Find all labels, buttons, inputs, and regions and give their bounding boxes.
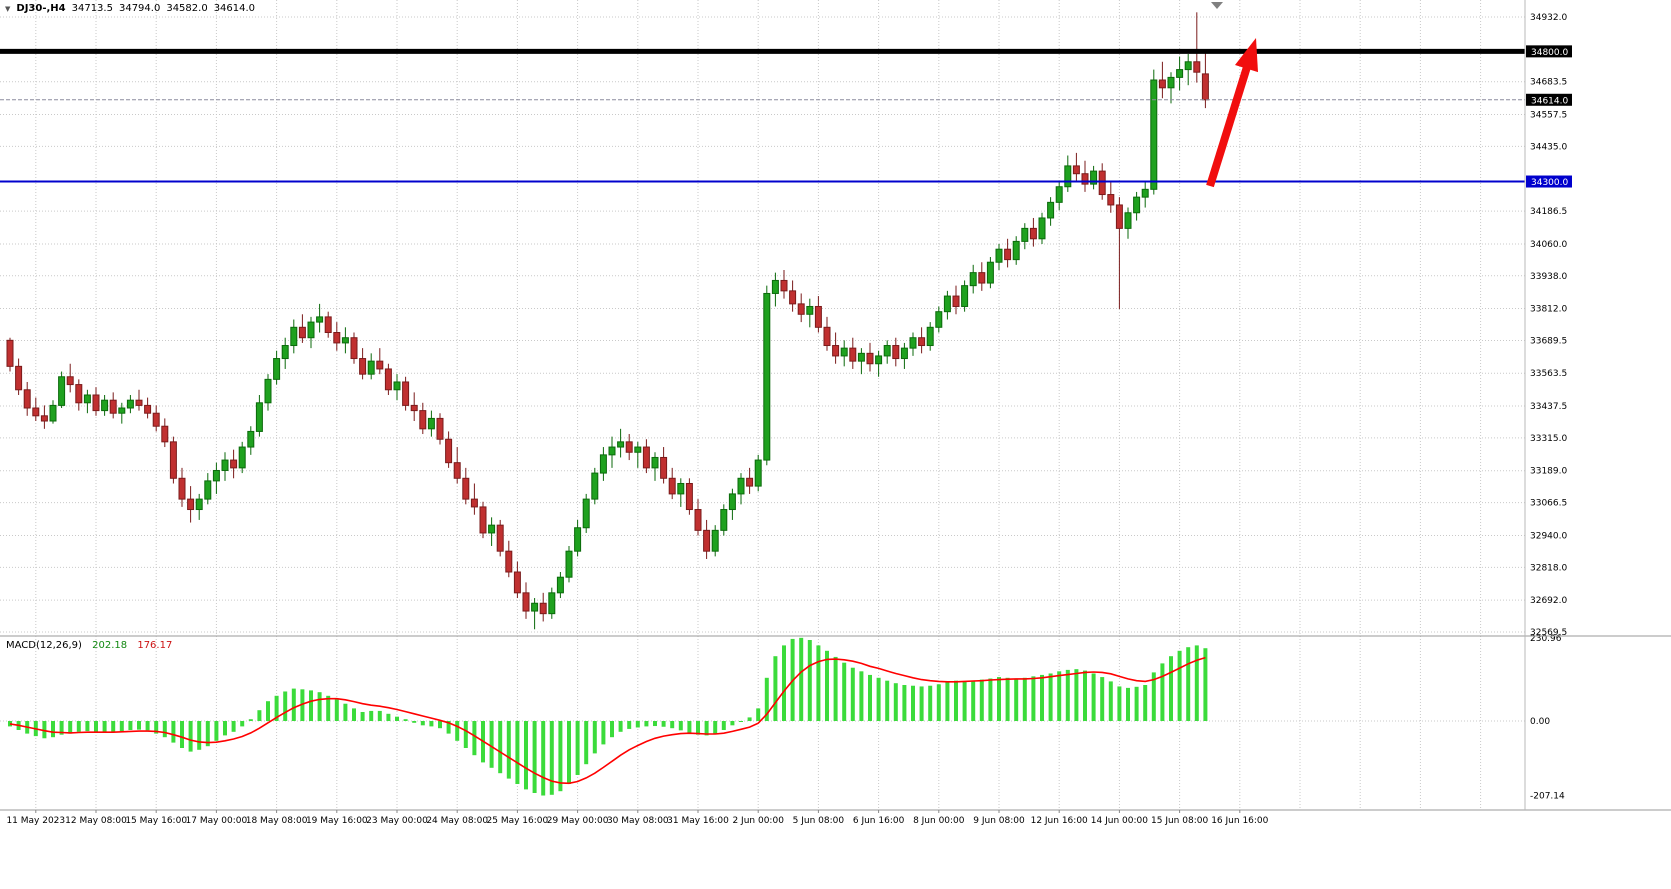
price-axis-label: 32692.0 <box>1530 596 1567 606</box>
price-axis-label: 34186.5 <box>1530 207 1567 217</box>
time-axis-label: 6 Jun 16:00 <box>853 816 905 826</box>
chart-menu-icon[interactable]: ▼ <box>5 4 11 13</box>
time-axis-label: 2 Jun 00:00 <box>732 816 784 826</box>
time-axis-label: 24 May 08:00 <box>426 816 488 826</box>
time-axis-label: 11 May 2023 <box>6 816 65 826</box>
macd-signal-line <box>9 656 1206 785</box>
price-axis-label: 33938.0 <box>1530 272 1567 282</box>
support-price-badge <box>1526 175 1572 188</box>
ohlc-header: ▼ DJ30-,H4 34713.5 34794.0 34582.0 34614… <box>5 3 255 14</box>
time-axis-label: 30 May 08:00 <box>607 816 669 826</box>
support-price-badge-text: 34300.0 <box>1531 178 1568 188</box>
price-axis-label: 33066.5 <box>1530 499 1567 509</box>
current-price-badge-text: 34614.0 <box>1531 96 1568 106</box>
price-axis-label: 34435.0 <box>1530 142 1567 152</box>
chart-shift-marker[interactable] <box>1211 2 1223 9</box>
price-axis-label: 32940.0 <box>1530 532 1567 542</box>
time-axis-label: 16 Jun 16:00 <box>1211 816 1268 826</box>
price-axis-label: 33315.0 <box>1530 434 1567 444</box>
macd-axis-label: 230.96 <box>1530 634 1562 644</box>
price-axis-label: 33689.5 <box>1530 336 1567 346</box>
price-axis-label: 33437.5 <box>1530 402 1567 412</box>
resistance-price-badge <box>1526 45 1572 58</box>
price-gridlines <box>0 16 1525 633</box>
time-axis-label: 5 Jun 08:00 <box>793 816 845 826</box>
time-axis-label: 12 Jun 16:00 <box>1031 816 1088 826</box>
current-price-badge <box>1526 93 1572 106</box>
price-axis-label: 34683.5 <box>1530 78 1567 88</box>
resistance-price-badge-text: 34800.0 <box>1531 48 1568 58</box>
macd-panel: 230.96 0.00 -207.14 <box>0 634 1565 802</box>
time-axis-label: 15 Jun 08:00 <box>1151 816 1208 826</box>
macd-main-value: 202.18 <box>92 640 128 651</box>
open-value: 34713.5 <box>71 3 113 14</box>
price-axis-label: 34932.0 <box>1530 13 1567 23</box>
price-scale[interactable]: 34932.0 34683.5 34557.5 34435.0 34186.5 34060… <box>1526 13 1572 638</box>
macd-signal-value: 176.17 <box>137 640 173 651</box>
time-axis-label: 25 May 16:00 <box>487 816 549 826</box>
price-axis-label: 34557.5 <box>1530 110 1567 120</box>
low-value: 34582.0 <box>166 3 208 14</box>
time-axis-label: 9 Jun 08:00 <box>973 816 1025 826</box>
time-axis-label: 17 May 00:00 <box>186 816 248 826</box>
price-axis-label: 33189.0 <box>1530 467 1567 477</box>
time-axis-label: 19 May 16:00 <box>306 816 368 826</box>
price-axis-label: 33812.0 <box>1530 305 1567 315</box>
trend-arrow[interactable] <box>1206 38 1258 188</box>
macd-indicator-label: MACD(12,26,9) 202.18 176.17 <box>6 640 172 651</box>
symbol-period-label: DJ30-,H4 <box>16 3 66 14</box>
macd-axis-label: -207.14 <box>1530 792 1565 802</box>
macd-title: MACD(12,26,9) <box>6 640 82 651</box>
macd-axis-label: 0.00 <box>1530 717 1550 727</box>
time-axis-label: 15 May 16:00 <box>125 816 187 826</box>
price-axis-label: 34060.0 <box>1530 240 1567 250</box>
price-axis-label: 32569.5 <box>1530 628 1567 638</box>
time-axis-label: 23 May 00:00 <box>366 816 428 826</box>
time-axis-label: 18 May 08:00 <box>246 816 308 826</box>
high-value: 34794.0 <box>118 3 161 14</box>
time-axis-label: 31 May 16:00 <box>667 816 729 826</box>
time-axis-label: 14 Jun 00:00 <box>1091 816 1148 826</box>
time-axis-label: 12 May 08:00 <box>65 816 127 826</box>
price-axis-label: 33563.5 <box>1530 369 1567 379</box>
candlestick-series <box>6 12 1209 630</box>
time-axis-label: 8 Jun 00:00 <box>913 816 965 826</box>
time-axis-label: 29 May 00:00 <box>547 816 609 826</box>
price-axis-label: 32818.0 <box>1530 563 1567 573</box>
close-value: 34614.0 <box>213 3 256 14</box>
